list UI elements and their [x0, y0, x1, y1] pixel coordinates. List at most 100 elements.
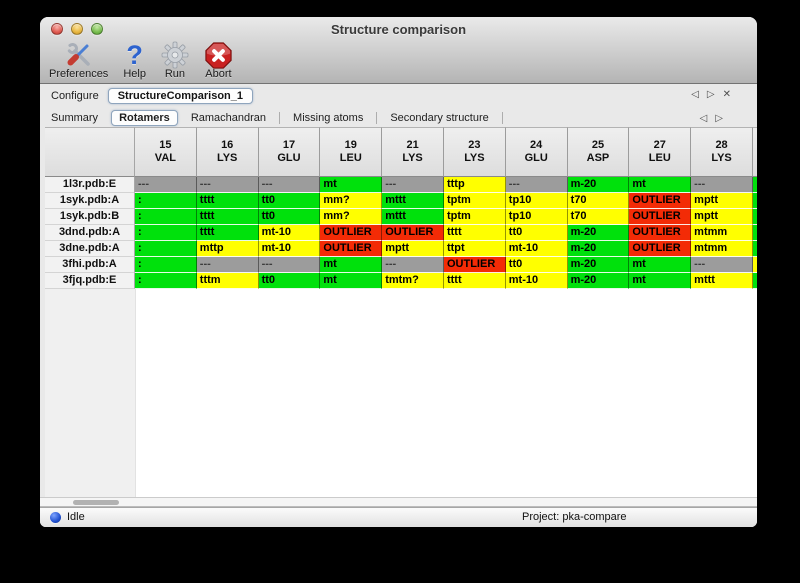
- rotamer-cell[interactable]: tmtm?: [382, 273, 444, 289]
- tabs-next-icon[interactable]: ▷: [715, 113, 723, 124]
- rotamer-cell[interactable]: mt: [320, 257, 383, 273]
- rotamer-cell[interactable]: ttpt: [443, 241, 506, 257]
- tabs-prev-icon[interactable]: ◁: [699, 113, 708, 124]
- column-header-25-asp[interactable]: 25 ASP: [567, 127, 630, 177]
- tab-ramachandran[interactable]: Ramachandran: [190, 111, 267, 124]
- tab-secondary-structure[interactable]: Secondary structure: [390, 111, 489, 124]
- rotamer-cell[interactable]: tttt: [443, 273, 506, 289]
- rotamer-cell[interactable]: m-20: [567, 273, 630, 289]
- rotamer-cell[interactable]: tt0: [258, 273, 321, 289]
- rotamer-cell[interactable]: ---: [382, 257, 444, 273]
- configure-prev-icon[interactable]: ◁: [691, 89, 699, 100]
- rotamer-cell[interactable]: mttp: [196, 241, 259, 257]
- horizontal-scrollbar-thumb[interactable]: [73, 500, 119, 505]
- rotamer-cell[interactable]: OUTLIER: [320, 241, 383, 257]
- tab-rotamers[interactable]: Rotamers: [111, 109, 178, 126]
- rotamer-cell[interactable]: m-20: [567, 257, 630, 273]
- configure-tab-structurecomparison-1[interactable]: StructureComparison_1: [107, 88, 254, 104]
- row-label-3dne-pdb-a[interactable]: 3dne.pdb:A: [45, 241, 135, 257]
- column-header-21-lys[interactable]: 21 LYS: [382, 127, 444, 177]
- rotamer-cell[interactable]: :: [135, 241, 197, 257]
- rotamer-cell[interactable]: :: [135, 273, 197, 289]
- rotamer-cell[interactable]: m-20: [567, 225, 630, 241]
- rotamer-cell[interactable]: :: [135, 257, 197, 273]
- rotamer-cell[interactable]: mttt: [382, 209, 444, 225]
- rotamer-cell[interactable]: mt: [629, 273, 692, 289]
- minimize-window-button[interactable]: [71, 23, 83, 35]
- rotamer-cell[interactable]: mptt: [691, 209, 753, 225]
- rotamer-cell[interactable]: mt: [320, 273, 383, 289]
- rotamer-cell[interactable]: tptm: [443, 209, 506, 225]
- rotamer-cell[interactable]: OUTLIER: [629, 241, 692, 257]
- close-window-button[interactable]: [51, 23, 63, 35]
- rotamer-cell[interactable]: tt0: [505, 257, 568, 273]
- row-label-3fjq-pdb-e[interactable]: 3fjq.pdb:E: [45, 273, 135, 289]
- rotamer-cell[interactable]: ---: [691, 257, 753, 273]
- rotamer-cell[interactable]: t70: [567, 209, 630, 225]
- rotamer-cell[interactable]: tttt: [196, 193, 259, 209]
- rotamer-cell[interactable]: OUTLIER: [320, 225, 383, 241]
- rotamer-cell[interactable]: OUTLIER: [382, 225, 444, 241]
- column-header-17-glu[interactable]: 17 GLU: [258, 127, 321, 177]
- rotamer-cell[interactable]: :: [135, 225, 197, 241]
- rotamer-cell[interactable]: m-20: [567, 177, 630, 193]
- column-header-24-glu[interactable]: 24 GLU: [505, 127, 568, 177]
- column-header-15-val[interactable]: 15 VAL: [135, 127, 197, 177]
- rotamer-cell[interactable]: ---: [196, 257, 259, 273]
- rotamer-cell[interactable]: mt-10: [258, 225, 321, 241]
- rotamer-cell[interactable]: mptt: [691, 193, 753, 209]
- rotamer-cell[interactable]: OUTLIER: [629, 209, 692, 225]
- rotamer-cell[interactable]: mt: [320, 177, 383, 193]
- rotamer-cell[interactable]: mm?: [320, 193, 383, 209]
- column-header-23-lys[interactable]: 23 LYS: [443, 127, 506, 177]
- row-label-3fhi-pdb-a[interactable]: 3fhi.pdb:A: [45, 257, 135, 273]
- rotamer-cell[interactable]: mptt: [382, 241, 444, 257]
- rotamer-cell[interactable]: tttm: [196, 273, 259, 289]
- column-header-28-lys[interactable]: 28 LYS: [691, 127, 753, 177]
- abort-button[interactable]: Abort: [204, 40, 233, 80]
- preferences-button[interactable]: Preferences: [49, 40, 108, 80]
- rotamer-cell[interactable]: ---: [196, 177, 259, 193]
- rotamer-cell[interactable]: mt: [629, 177, 692, 193]
- rotamer-cell[interactable]: OUTLIER: [629, 193, 692, 209]
- zoom-window-button[interactable]: [91, 23, 103, 35]
- rotamer-cell[interactable]: m-20: [567, 241, 630, 257]
- rotamer-cell[interactable]: mt-10: [258, 241, 321, 257]
- rotamer-cell[interactable]: OUTLIER: [629, 225, 692, 241]
- rotamer-cell[interactable]: tt0: [505, 225, 568, 241]
- row-label-1syk-pdb-a[interactable]: 1syk.pdb:A: [45, 193, 135, 209]
- column-header-16-lys[interactable]: 16 LYS: [196, 127, 259, 177]
- row-label-3dnd-pdb-a[interactable]: 3dnd.pdb:A: [45, 225, 135, 241]
- rotamer-cell[interactable]: tptm: [443, 193, 506, 209]
- configure-next-icon[interactable]: ▷: [706, 89, 715, 100]
- rotamer-cell[interactable]: t70: [567, 193, 630, 209]
- rotamer-cell[interactable]: tt0: [258, 209, 321, 225]
- row-label-1l3r-pdb-e[interactable]: 1l3r.pdb:E: [45, 177, 135, 193]
- rotamer-cell[interactable]: ---: [691, 177, 753, 193]
- rotamer-cell[interactable]: tp10: [505, 193, 568, 209]
- rotamer-cell[interactable]: mm?: [320, 209, 383, 225]
- column-header-19-leu[interactable]: 19 LEU: [320, 127, 383, 177]
- rotamer-cell[interactable]: tt0: [258, 193, 321, 209]
- rotamer-cell[interactable]: ---: [258, 257, 321, 273]
- rotamer-cell[interactable]: mtmm: [691, 225, 753, 241]
- row-label-1syk-pdb-b[interactable]: 1syk.pdb:B: [45, 209, 135, 225]
- rotamer-cell[interactable]: tttt: [443, 225, 506, 241]
- rotamer-cell[interactable]: :: [135, 193, 197, 209]
- rotamer-cell[interactable]: tp10: [505, 209, 568, 225]
- rotamer-cell[interactable]: tttp: [443, 177, 506, 193]
- rotamer-cell[interactable]: ---: [382, 177, 444, 193]
- rotamer-cell[interactable]: tttt: [196, 225, 259, 241]
- run-button[interactable]: Run: [161, 40, 189, 80]
- horizontal-scrollbar[interactable]: [40, 497, 757, 507]
- tab-summary[interactable]: Summary: [51, 111, 99, 124]
- rotamer-cell[interactable]: mttt: [691, 273, 753, 289]
- rotamer-cell[interactable]: ---: [505, 177, 568, 193]
- rotamer-cell[interactable]: mt-10: [505, 273, 568, 289]
- column-header-27-leu[interactable]: 27 LEU: [629, 127, 692, 177]
- rotamer-cell[interactable]: tttt: [196, 209, 259, 225]
- rotamer-cell[interactable]: ---: [135, 177, 197, 193]
- help-button[interactable]: ? Help: [123, 40, 146, 80]
- configure-close-icon[interactable]: ✕: [722, 89, 731, 100]
- rotamer-cell[interactable]: mt-10: [505, 241, 568, 257]
